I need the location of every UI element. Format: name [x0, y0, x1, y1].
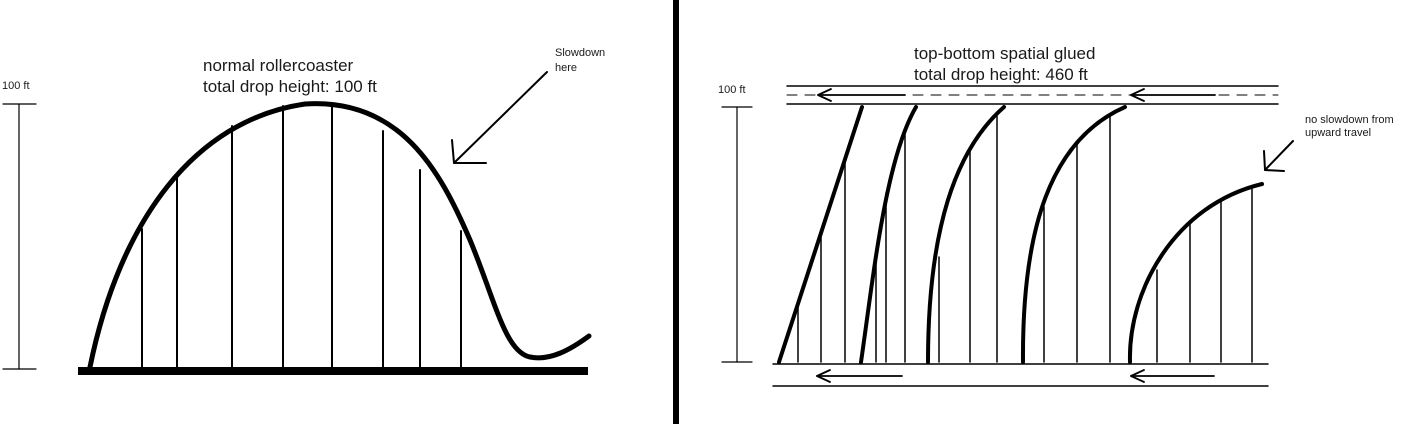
drop-segment-4 [1020, 105, 1127, 364]
left-coaster-track [87, 101, 592, 370]
right-title-line2: total drop height: 460 ft [914, 65, 1088, 84]
left-support-posts [141, 105, 462, 369]
left-slowdown-arrow [451, 71, 548, 164]
top-direction-arrows [817, 88, 1216, 102]
drop-segment-5 [1127, 182, 1264, 364]
drop-segment-3 [926, 105, 1006, 364]
right-title-line1: top-bottom spatial glued [914, 44, 1096, 63]
right-height-label: 100 ft [718, 84, 746, 96]
left-annotation-line2: here [555, 62, 578, 74]
bottom-direction-arrows [816, 369, 1215, 383]
right-annotation-arrow [1263, 140, 1294, 172]
left-height-scale [2, 103, 37, 370]
right-annotation-line2: upward travel [1305, 127, 1372, 139]
left-title-line2: total drop height: 100 ft [203, 77, 377, 96]
drop-segment-2 [859, 105, 918, 364]
left-title-line1: normal rollercoaster [203, 56, 354, 75]
right-annotation-line1: no slowdown from [1305, 114, 1394, 126]
right-height-scale [721, 106, 753, 363]
left-annotation-line1: Slowdown [555, 47, 606, 59]
bottom-track [772, 363, 1269, 387]
left-height-label: 100 ft [2, 80, 30, 92]
drop-segment-1 [777, 105, 864, 364]
